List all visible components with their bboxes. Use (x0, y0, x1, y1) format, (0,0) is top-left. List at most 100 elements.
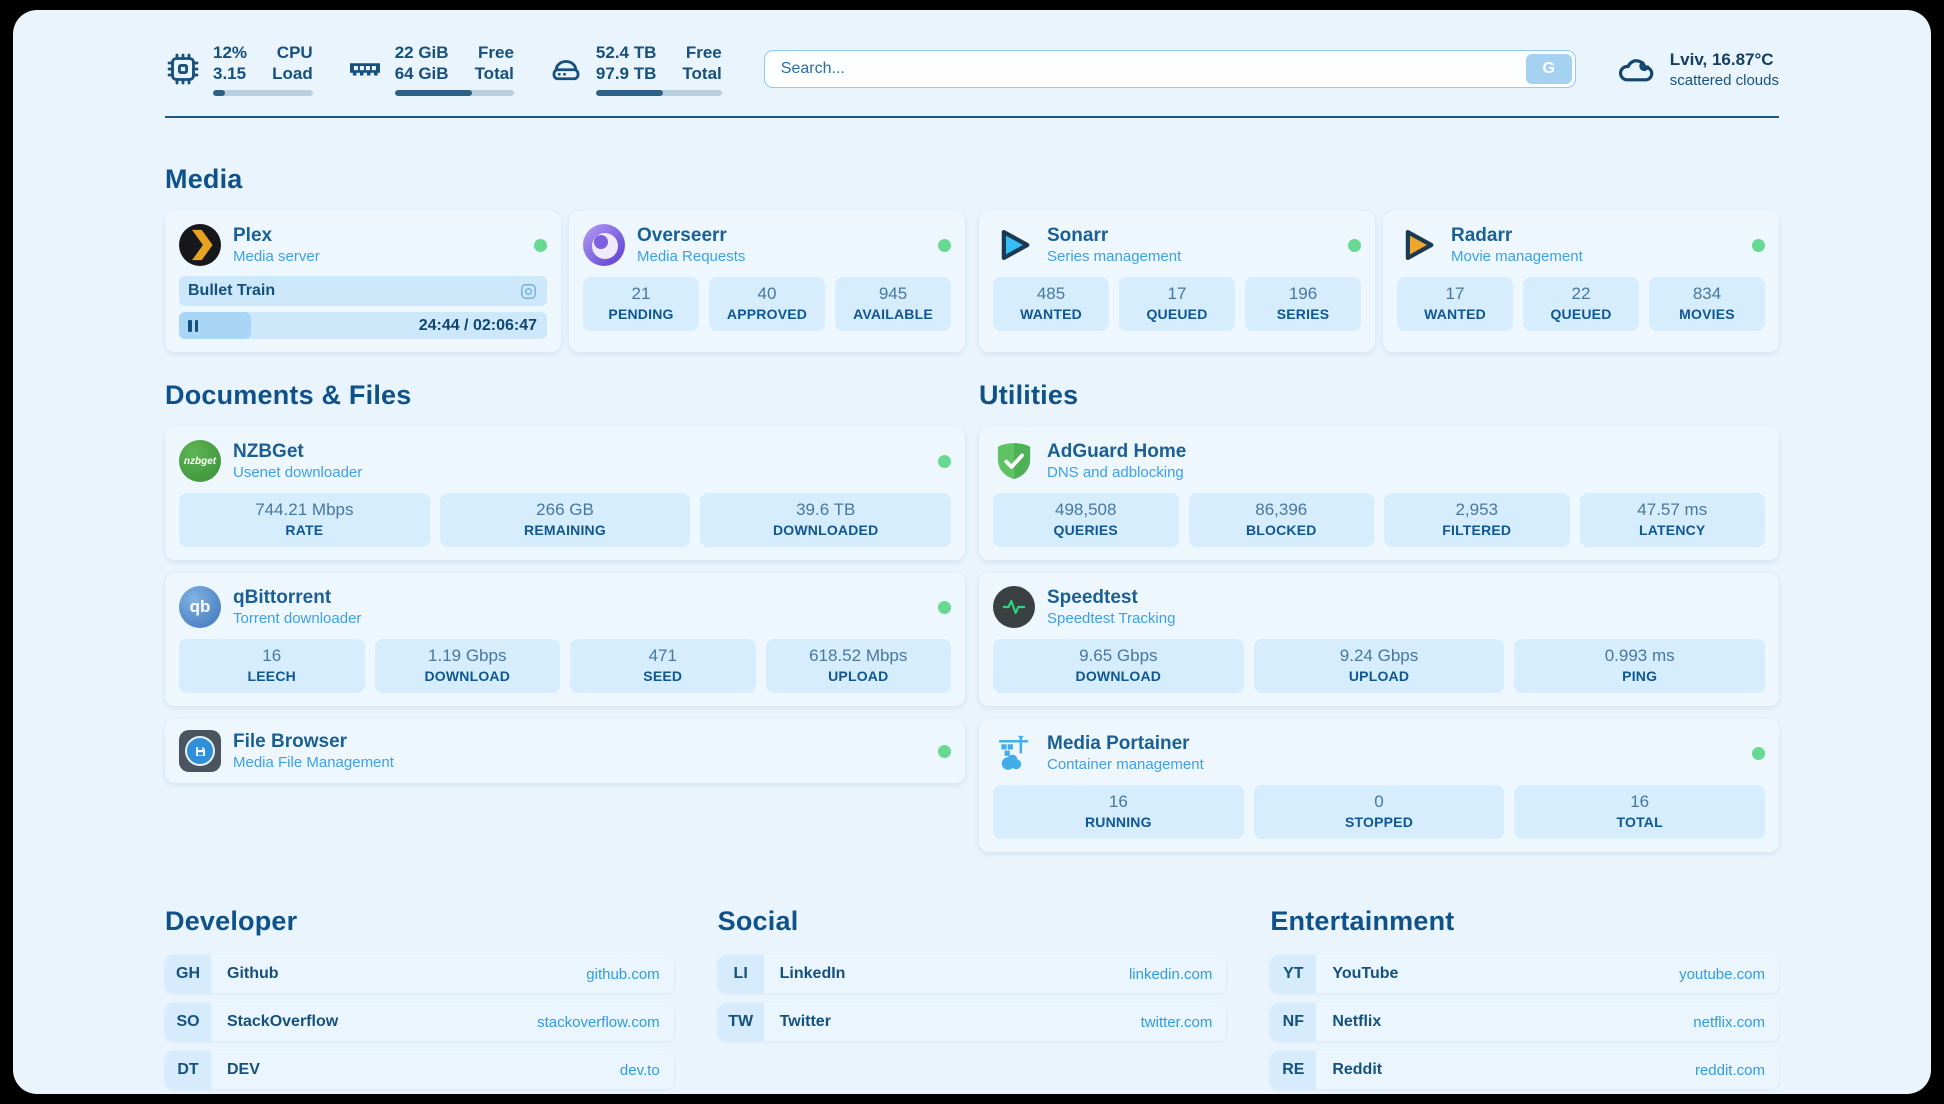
cpu-progress-fill (213, 90, 225, 96)
disk-widget: 52.4 TB Free 97.9 TB Total (548, 42, 722, 96)
playback-time: 24:44 / 02:06:47 (418, 316, 537, 334)
bookmark-dev[interactable]: DT DEV dev.to (165, 1051, 674, 1089)
cpu-icon (167, 53, 199, 85)
app-card-sonarr[interactable]: Sonarr Series management 485 WANTED 17 QUE… (979, 211, 1375, 352)
bookmark-badge: SO (165, 1003, 211, 1041)
cpu-label-1: CPU (276, 43, 313, 62)
disk-total-value: 97.9 TB (595, 64, 657, 83)
bookmark-badge: GH (165, 955, 211, 993)
app-card-nzbget[interactable]: nzbget NZBGet Usenet downloader 744.21 M… (165, 427, 965, 560)
app-card-speedtest[interactable]: Speedtest Speedtest Tracking 9.65 Gbps DO… (979, 573, 1779, 706)
memory-total-value: 64 GiB (394, 64, 449, 83)
bookmark-name: Netflix (1332, 1013, 1382, 1030)
stat-available: 945 AVAILABLE (835, 277, 951, 331)
bookmark-name: LinkedIn (779, 965, 846, 982)
app-card-qbittorrent[interactable]: qb qBittorrent Torrent downloader 16 LEEC… (165, 573, 965, 706)
bookmark-youtube[interactable]: YT YouTube youtube.com (1270, 955, 1779, 993)
cpu-progress-bar (213, 90, 313, 96)
app-description: Media server (233, 248, 320, 265)
section-developer: Developer GH Github github.com SO StackO… (165, 906, 674, 1089)
cpu-load-value: 3.15 (213, 64, 247, 83)
search-engine-button[interactable]: G (1525, 54, 1572, 84)
app-description: Media File Management (233, 754, 394, 771)
bookmark-url[interactable]: linkedin.com (1128, 965, 1213, 983)
status-online-dot (1348, 238, 1361, 252)
stat-rate: 744.21 Mbps RATE (179, 493, 430, 547)
stat-remaining: 266 GB REMAINING (439, 493, 691, 547)
bookmark-url[interactable]: netflix.com (1693, 1013, 1765, 1031)
app-title: File Browser (233, 731, 348, 752)
app-card-radarr[interactable]: Radarr Movie management 17 WANTED 22 QUEUE… (1383, 211, 1779, 352)
overseerr-icon (583, 224, 625, 266)
disk-icon (552, 60, 580, 81)
stat-download: 1.19 Gbps DOWNLOAD (374, 639, 560, 693)
stat-movies: 834 MOVIES (1649, 277, 1765, 331)
bookmark-name: DEV (227, 1061, 260, 1078)
bookmark-reddit[interactable]: RE Reddit reddit.com (1270, 1051, 1779, 1089)
stat-ping: 0.993 ms PING (1514, 639, 1766, 693)
floppy-icon (195, 746, 205, 756)
stat-upload: 618.52 Mbps UPLOAD (765, 639, 951, 693)
plex-icon (179, 224, 221, 266)
stat-upload: 9.24 Gbps UPLOAD (1253, 639, 1505, 693)
memory-progress-bar (394, 90, 514, 96)
bookmark-badge: LI (717, 955, 764, 993)
app-card-adguard[interactable]: AdGuard Home DNS and adblocking 498,508 Q… (979, 427, 1779, 560)
cloud-icon (1618, 59, 1654, 82)
bookmark-url[interactable]: dev.to (619, 1061, 660, 1079)
app-description: Container management (1047, 756, 1204, 773)
bookmark-netflix[interactable]: NF Netflix netflix.com (1270, 1003, 1779, 1041)
sonarr-icon (1001, 229, 1030, 261)
stat-stopped: 0 STOPPED (1253, 785, 1505, 839)
stat-total: 16 TOTAL (1514, 785, 1766, 839)
app-title: AdGuard Home (1047, 441, 1187, 462)
bookmark-badge: YT (1270, 955, 1317, 993)
bookmark-github[interactable]: GH Github github.com (165, 955, 674, 993)
section-title-developer: Developer (165, 906, 298, 936)
section-title-social: Social (717, 906, 799, 936)
stat-running: 16 RUNNING (993, 785, 1244, 839)
qbittorrent-icon: qb (179, 586, 221, 628)
bookmark-twitter[interactable]: TW Twitter twitter.com (717, 1003, 1227, 1041)
search-input[interactable] (763, 50, 1576, 88)
bookmark-url[interactable]: youtube.com (1679, 965, 1765, 983)
bookmark-url[interactable]: reddit.com (1694, 1061, 1765, 1079)
stat-queries: 498,508 QUERIES (993, 493, 1179, 547)
section-entertainment: Entertainment YT YouTube youtube.com NF … (1270, 906, 1779, 1089)
pause-icon (188, 319, 198, 332)
status-online-dot (938, 744, 951, 758)
app-card-filebrowser[interactable]: File Browser Media File Management (165, 719, 965, 783)
bookmark-linkedin[interactable]: LI LinkedIn linkedin.com (717, 955, 1227, 993)
speedtest-icon (993, 586, 1035, 628)
playback-progress-bar[interactable]: 24:44 / 02:06:47 (179, 312, 547, 339)
disk-progress-bar (595, 90, 722, 96)
bookmark-url[interactable]: twitter.com (1140, 1013, 1213, 1031)
section-media: Media Plex Media server Bullet Train (165, 164, 1779, 352)
app-card-overseerr[interactable]: Overseerr Media Requests 21 PENDING 40 APP… (569, 211, 965, 352)
section-title-documents: Documents & Files (165, 380, 412, 410)
bookmark-url[interactable]: github.com (586, 965, 660, 983)
portainer-icon (999, 735, 1028, 770)
now-playing-title: Bullet Train (188, 282, 276, 299)
section-documents: Documents & Files nzbget NZBGet Usenet d… (165, 380, 965, 852)
status-online-dot (1752, 746, 1765, 760)
app-description: Usenet downloader (233, 464, 363, 481)
app-title: Sonarr (1047, 225, 1109, 246)
filebrowser-icon (179, 730, 221, 772)
stat-blocked: 86,396 BLOCKED (1188, 493, 1374, 547)
bookmark-stackoverflow[interactable]: SO StackOverflow stackoverflow.com (165, 1003, 674, 1041)
app-card-plex[interactable]: Plex Media server Bullet Train (165, 211, 561, 352)
stat-approved: 40 APPROVED (709, 277, 825, 331)
stat-queued: 17 QUEUED (1119, 277, 1235, 331)
app-card-portainer[interactable]: Media Portainer Container management 16 R… (979, 719, 1779, 852)
app-title: qBittorrent (233, 587, 332, 608)
bookmark-url[interactable]: stackoverflow.com (537, 1013, 660, 1031)
app-title: Overseerr (637, 225, 727, 246)
app-description: Movie management (1451, 248, 1583, 265)
weather-widget: Lviv, 16.87°C scattered clouds (1616, 49, 1779, 90)
bookmark-badge: NF (1270, 1003, 1317, 1041)
memory-icon (349, 63, 380, 76)
radarr-icon (1405, 229, 1434, 261)
app-title: Radarr (1451, 225, 1513, 246)
stat-wanted: 485 WANTED (993, 277, 1109, 331)
